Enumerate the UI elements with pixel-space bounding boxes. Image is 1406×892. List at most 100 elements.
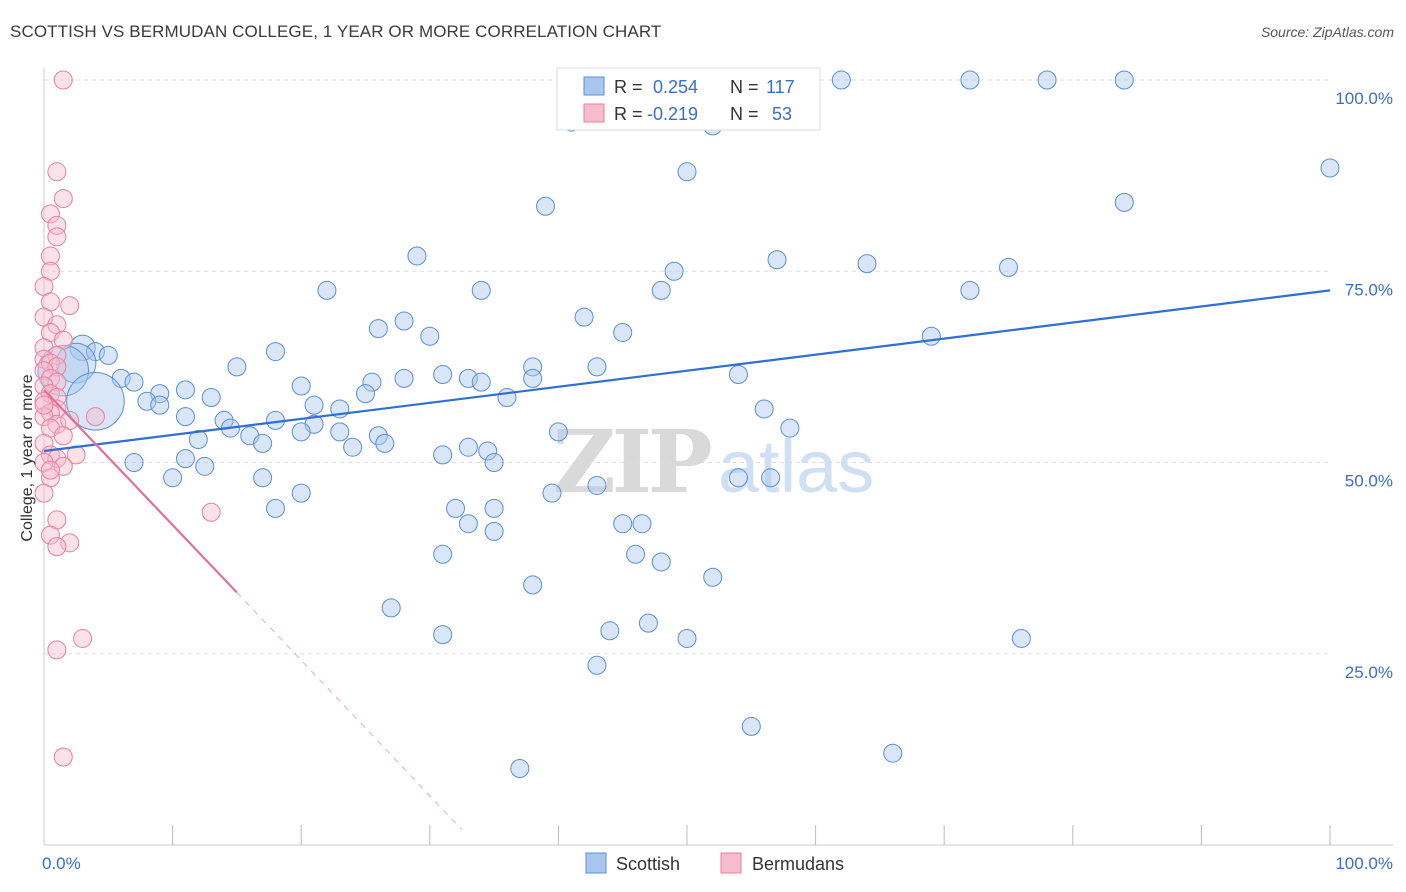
legend-r-value-scottish: 0.254 xyxy=(653,77,698,97)
scottish-point xyxy=(195,456,215,476)
scottish-point xyxy=(368,319,388,339)
scottish-point xyxy=(375,433,395,453)
scottish-point xyxy=(175,407,195,427)
scottish-point xyxy=(613,322,633,342)
scottish-point xyxy=(163,468,183,488)
y-tick-label: 50.0% xyxy=(1345,472,1393,491)
scottish-point xyxy=(55,342,97,384)
watermark-atlas: atlas xyxy=(718,425,874,508)
y-axis-title: College, 1 year or more xyxy=(19,374,36,541)
scottish-point xyxy=(478,441,498,461)
bermudan-point xyxy=(47,372,67,392)
scottish-point xyxy=(761,468,781,488)
scottish-point xyxy=(381,598,401,618)
bermudan-point xyxy=(73,628,93,648)
scottish-point xyxy=(883,743,903,763)
scottish-point xyxy=(921,326,941,346)
bermudan-point xyxy=(34,361,54,381)
scottish-point xyxy=(1011,628,1031,648)
scottish-point xyxy=(613,514,633,534)
scottish-point xyxy=(420,326,440,346)
scottish-point xyxy=(574,307,594,327)
scottish-point xyxy=(677,162,697,182)
bermudan-point xyxy=(47,345,67,365)
scottish-point xyxy=(304,395,324,415)
scottish-point xyxy=(741,716,761,736)
bermudan-point xyxy=(66,445,86,465)
scottish-point xyxy=(150,395,170,415)
x-ticks xyxy=(172,825,1331,845)
legend-r-label-scottish: R = xyxy=(614,77,643,97)
scottish-point xyxy=(651,552,671,572)
legend-r-value-bermudan: -0.219 xyxy=(647,104,698,124)
scottish-point xyxy=(433,625,453,645)
scottish-point xyxy=(124,453,144,472)
scottish-point xyxy=(291,376,311,396)
scottish-point xyxy=(175,449,195,469)
scottish-point xyxy=(664,261,684,281)
scottish-point xyxy=(317,280,337,300)
scottish-point xyxy=(330,422,350,442)
scottish-point xyxy=(523,357,543,377)
scottish-point xyxy=(343,437,363,457)
bermudan-point xyxy=(53,70,73,90)
scottish-point xyxy=(484,453,504,472)
bermudan-point xyxy=(34,376,54,396)
legend-n-label-bermudan: N = xyxy=(730,104,759,124)
scottish-point xyxy=(523,368,543,388)
bermudan-point xyxy=(34,483,54,503)
bermudan-trend-extension xyxy=(236,592,463,831)
scottish-point xyxy=(728,468,748,488)
scottish-point xyxy=(265,498,285,518)
trend-lines xyxy=(43,289,1331,831)
scottish-point xyxy=(291,483,311,503)
bermudan-point xyxy=(60,296,80,316)
scottish-point xyxy=(857,254,877,274)
source-label: Source: ZipAtlas.com xyxy=(1260,24,1394,40)
scottish-point xyxy=(523,575,543,595)
scottish-point xyxy=(754,399,774,419)
scottish-point xyxy=(767,250,787,270)
scottish-point xyxy=(69,334,96,361)
bottom-legend-label-scottish: Scottish xyxy=(616,854,680,874)
y-tick-label: 100.0% xyxy=(1335,89,1393,108)
correlation-legend: R = 0.254 N = 117 R = -0.219 N = 53 xyxy=(556,67,821,131)
axes xyxy=(43,68,1393,846)
bermudan-point xyxy=(53,747,73,767)
scottish-point xyxy=(265,342,285,362)
chart-title: SCOTTISH VS BERMUDAN COLLEGE, 1 YEAR OR … xyxy=(10,22,662,41)
bermudan-point xyxy=(47,215,67,235)
scottish-point xyxy=(960,280,980,300)
scottish-point xyxy=(703,567,723,587)
bermudan-point xyxy=(40,460,60,480)
scottish-point xyxy=(497,387,517,407)
bermudan-point xyxy=(34,433,54,453)
scottish-point xyxy=(362,372,382,392)
scottish-point xyxy=(960,70,980,90)
scottish-point xyxy=(433,445,453,465)
scottish-point xyxy=(600,621,620,641)
scottish-point xyxy=(394,311,414,331)
scottish-point xyxy=(98,345,118,365)
scottish-point xyxy=(227,357,247,377)
scottish-point xyxy=(407,246,427,266)
bottom-legend-swatch-scottish xyxy=(585,852,607,874)
bermudan-series xyxy=(34,70,221,767)
scottish-point xyxy=(542,483,562,503)
scottish-point xyxy=(253,433,273,453)
x-tick-label-min: 0.0% xyxy=(42,854,81,873)
bermudan-point xyxy=(47,162,67,182)
x-tick-label-max: 100.0% xyxy=(1335,854,1393,873)
bermudan-point xyxy=(201,502,221,522)
legend-r-label-bermudan: R = xyxy=(614,104,643,124)
legend-n-label-scottish: N = xyxy=(730,77,759,97)
scottish-point xyxy=(632,514,652,534)
scottish-point xyxy=(484,498,504,518)
bermudan-point xyxy=(53,426,73,446)
scottish-point xyxy=(587,655,607,675)
scottish-point xyxy=(124,372,144,392)
scottish-point xyxy=(1320,158,1340,178)
scottish-point xyxy=(999,257,1018,277)
scottish-point xyxy=(728,365,748,385)
